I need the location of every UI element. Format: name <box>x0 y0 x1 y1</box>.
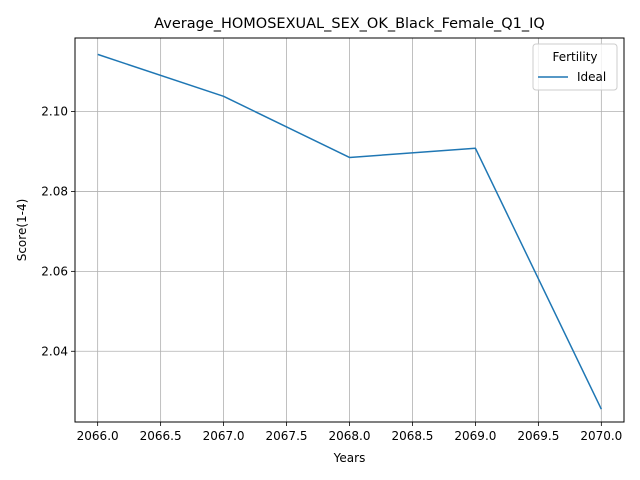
y-tick-label: 2.08 <box>41 184 68 198</box>
grid <box>75 38 624 422</box>
x-tick-label: 2069.0 <box>454 429 496 443</box>
x-tick-label: 2068.5 <box>391 429 433 443</box>
y-tick-label: 2.06 <box>41 264 68 278</box>
x-tick-label: 2069.5 <box>517 429 559 443</box>
legend-box <box>532 43 618 91</box>
chart-title: Average_HOMOSEXUAL_SEX_OK_Black_Female_Q… <box>154 16 545 32</box>
y-axis-ticks: 2.04 2.06 2.08 2.10 <box>41 105 75 358</box>
legend: Fertility Ideal <box>532 43 618 91</box>
x-tick-label: 2067.5 <box>266 429 308 443</box>
legend-title: Fertility <box>552 50 597 64</box>
x-tick-label: 2068.0 <box>329 429 371 443</box>
x-tick-label: 2070.0 <box>580 429 622 443</box>
series-layer <box>97 53 603 410</box>
x-tick-label: 2067.0 <box>203 429 245 443</box>
y-axis-label: Score(1-4) <box>15 199 29 262</box>
x-tick-label: 2066.5 <box>140 429 182 443</box>
y-tick-label: 2.10 <box>41 105 68 119</box>
x-axis-label: Years <box>333 451 366 465</box>
y-tick-label: 2.04 <box>41 344 68 358</box>
x-tick-label: 2066.0 <box>77 429 119 443</box>
series-line-ideal <box>97 53 603 410</box>
legend-label-ideal: Ideal <box>577 70 606 84</box>
x-axis-ticks: 2066.0 2066.5 2067.0 2067.5 2068.0 2068.5 2069… <box>77 422 622 443</box>
